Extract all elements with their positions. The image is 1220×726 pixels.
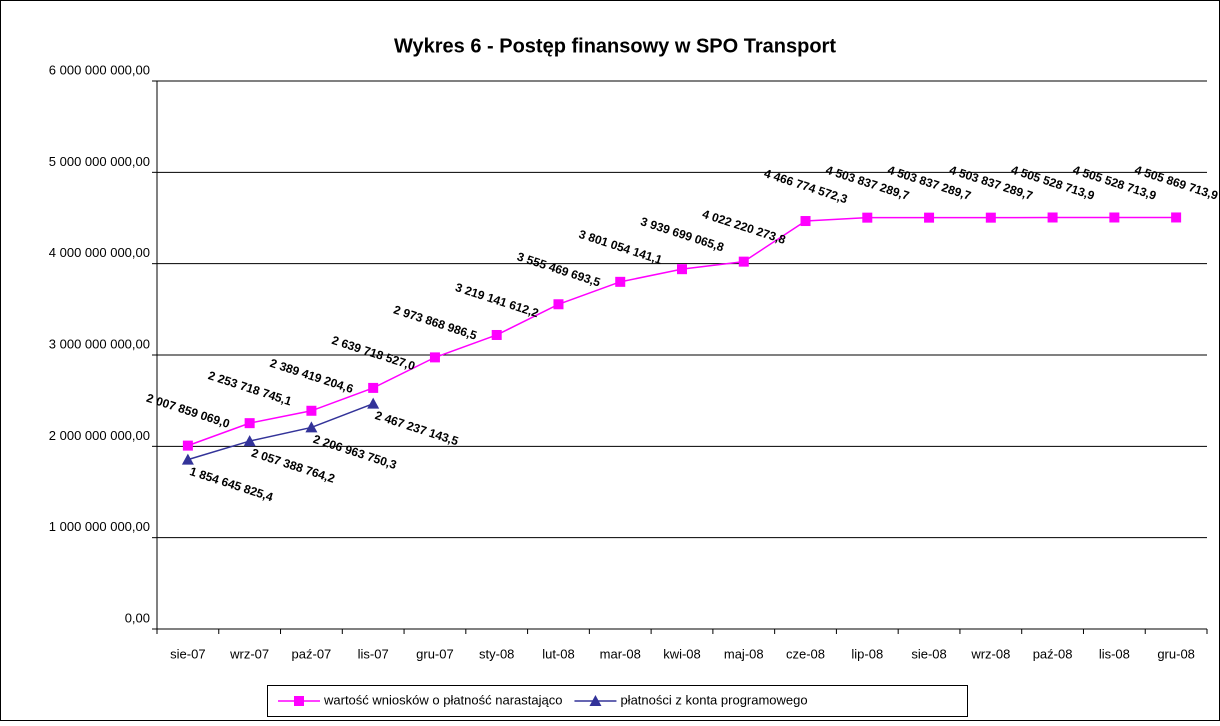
point	[306, 405, 317, 416]
point	[491, 329, 502, 340]
point	[862, 212, 873, 223]
point	[589, 695, 602, 706]
point	[367, 397, 380, 409]
x-tick-label: cze-08	[786, 646, 825, 661]
point	[368, 382, 379, 393]
y-tick-label: 5 000 000 000,00	[49, 154, 150, 169]
y-tick-label: 2 000 000 000,00	[49, 428, 150, 443]
x-tick-label: sie-08	[911, 646, 946, 661]
point	[553, 299, 564, 310]
point	[182, 440, 193, 451]
point	[738, 256, 749, 267]
point	[294, 696, 304, 706]
x-tick-label: lut-08	[542, 646, 575, 661]
x-tick-label: lis-08	[1099, 646, 1130, 661]
x-tick-label: paź-07	[292, 646, 332, 661]
point	[305, 421, 318, 433]
point	[243, 435, 256, 447]
point	[181, 453, 194, 465]
x-tick-label: gru-07	[416, 646, 454, 661]
x-tick-label: sty-08	[479, 646, 514, 661]
point	[1171, 212, 1182, 223]
y-tick-label: 3 000 000 000,00	[49, 336, 150, 351]
point	[429, 352, 440, 363]
series-line	[187, 402, 374, 461]
y-tick-label: 0,00	[125, 610, 150, 625]
chart-title: Wykres 6 - Postęp finansowy w SPO Transp…	[394, 35, 836, 57]
point	[677, 264, 687, 275]
point	[615, 276, 626, 287]
point	[924, 212, 935, 223]
point	[244, 418, 255, 429]
x-tick-label: wrz-07	[229, 646, 269, 661]
x-tick-label: maj-08	[724, 646, 764, 661]
x-tick-label: kwi-08	[663, 646, 701, 661]
x-tick-label: sie-07	[170, 646, 205, 661]
x-tick-label: paź-08	[1033, 646, 1073, 661]
x-tick-label: wrz-08	[970, 646, 1010, 661]
legend-label: wartość wniosków o płatność narastająco	[323, 692, 562, 707]
x-tick-label: lis-07	[358, 646, 389, 661]
point	[800, 216, 811, 227]
y-tick-label: 4 000 000 000,00	[49, 245, 150, 260]
point	[1047, 212, 1058, 223]
legend-box	[267, 685, 968, 717]
point	[985, 212, 996, 223]
point	[1109, 212, 1120, 223]
x-tick-label: mar-08	[600, 646, 641, 661]
x-tick-label: lip-08	[851, 646, 883, 661]
x-tick-label: gru-08	[1157, 646, 1195, 661]
y-tick-label: 6 000 000 000,00	[49, 62, 150, 77]
legend-label: płatności z konta programowego	[620, 692, 807, 707]
y-tick-label: 1 000 000 000,00	[49, 519, 150, 534]
